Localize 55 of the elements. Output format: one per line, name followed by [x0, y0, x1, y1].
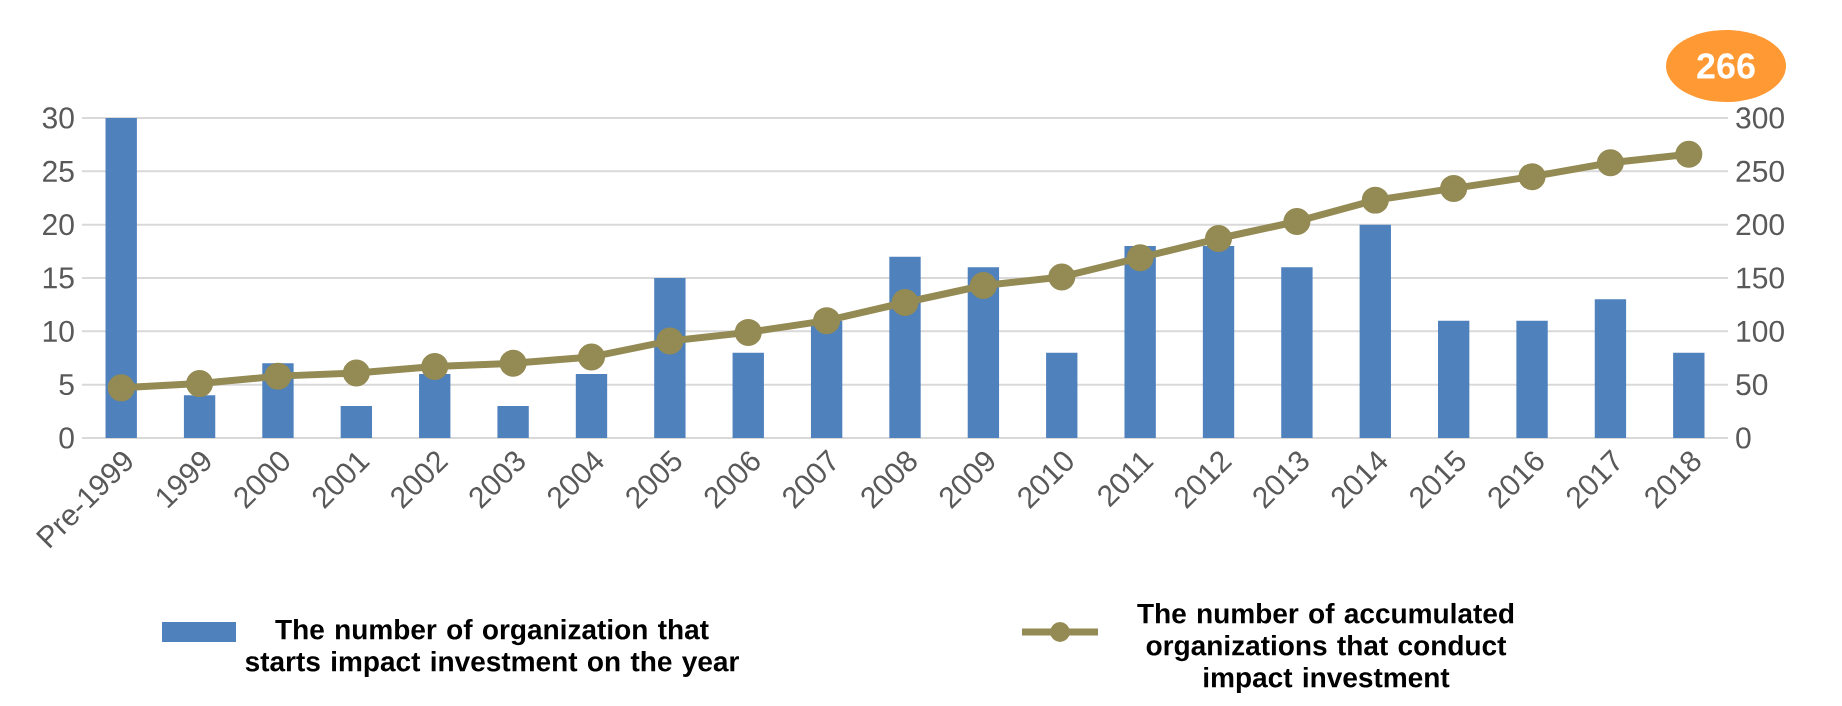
point [656, 327, 684, 355]
point [264, 362, 292, 390]
y2-tick-label: 300 [1736, 107, 1784, 129]
point [342, 359, 370, 387]
legend-label: The number of organization that starts impact investment on the year [245, 618, 739, 678]
y2-tick-label: 150 [1737, 267, 1784, 289]
point [577, 343, 605, 371]
point [891, 289, 919, 317]
bar [340, 405, 373, 438]
legend-label: The number of accumulated organizations that conduct impact investment [1137, 602, 1514, 694]
point [1361, 186, 1389, 214]
y-tick-label: 10 [43, 320, 74, 342]
y-tick-label: 30 [42, 107, 74, 129]
bar [1359, 224, 1391, 438]
y2-tick-label: 0 [1736, 427, 1751, 449]
y-tick-label: 5 [59, 374, 74, 396]
bar [1202, 245, 1235, 438]
point [1440, 174, 1468, 202]
point [499, 349, 527, 377]
y-tick-label: 0 [59, 427, 74, 449]
point [813, 307, 841, 335]
bar [1124, 245, 1156, 438]
bar [1437, 320, 1470, 438]
bar [1594, 299, 1627, 438]
point [1205, 225, 1233, 253]
y-tick-label: 25 [43, 160, 74, 182]
point [107, 374, 135, 402]
point [1596, 149, 1624, 177]
bar [1516, 320, 1548, 438]
point [1675, 140, 1703, 168]
y-tick-label: 20 [43, 214, 74, 236]
bar [1281, 267, 1313, 438]
bar [419, 373, 451, 438]
y2-tick-label: 200 [1736, 214, 1784, 236]
bar [732, 352, 764, 438]
y-tick-label: 15 [43, 267, 74, 289]
point [421, 353, 449, 381]
bar [575, 373, 608, 438]
bar [1046, 352, 1078, 438]
point [1518, 163, 1546, 191]
y2-tick-label: 100 [1737, 320, 1784, 342]
y2-tick-label: 250 [1736, 160, 1784, 182]
point [1283, 207, 1311, 235]
point [969, 271, 997, 299]
bar [183, 395, 216, 438]
text: 266 [1697, 53, 1755, 79]
bar [810, 320, 843, 438]
point [186, 370, 214, 398]
point [734, 318, 762, 346]
point [1126, 244, 1154, 272]
bar [1673, 352, 1705, 438]
y2-tick-label: 50 [1736, 374, 1768, 396]
bar [105, 118, 137, 438]
point [1048, 263, 1076, 291]
bar [497, 405, 529, 438]
